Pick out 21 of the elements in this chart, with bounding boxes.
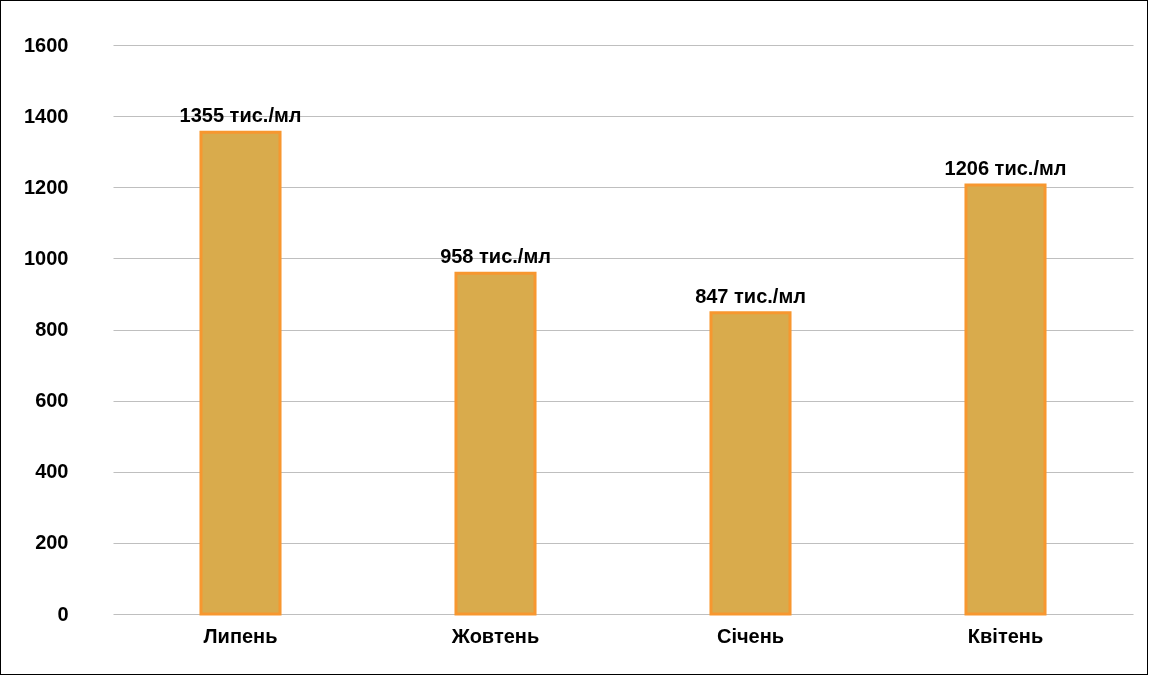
y-tick-label: 0 [57,602,69,625]
y-tick-label: 1600 [24,33,69,56]
data-label: 1355 тис./мл [179,104,302,127]
y-tick-label: 400 [35,460,69,483]
x-tick-label: Липень [203,624,278,647]
bar [964,183,1047,616]
data-label: 1206 тис./мл [944,157,1067,180]
x-tick-label: Квітень [967,624,1044,647]
data-label: 958 тис./мл [440,245,551,268]
y-tick-label: 600 [35,389,69,412]
bar [709,311,792,616]
bar [199,130,282,616]
y-tick-label: 800 [35,318,69,340]
y-tick-label: 200 [35,531,69,554]
bar [454,271,537,616]
y-tick-label: 1400 [24,104,69,127]
y-tick-label: 1200 [24,175,69,198]
y-tick-label: 1000 [24,246,69,269]
x-tick-label: Січень [716,624,785,647]
data-label: 847 тис./мл [695,284,806,307]
x-tick-label: Жовтень [450,624,540,647]
